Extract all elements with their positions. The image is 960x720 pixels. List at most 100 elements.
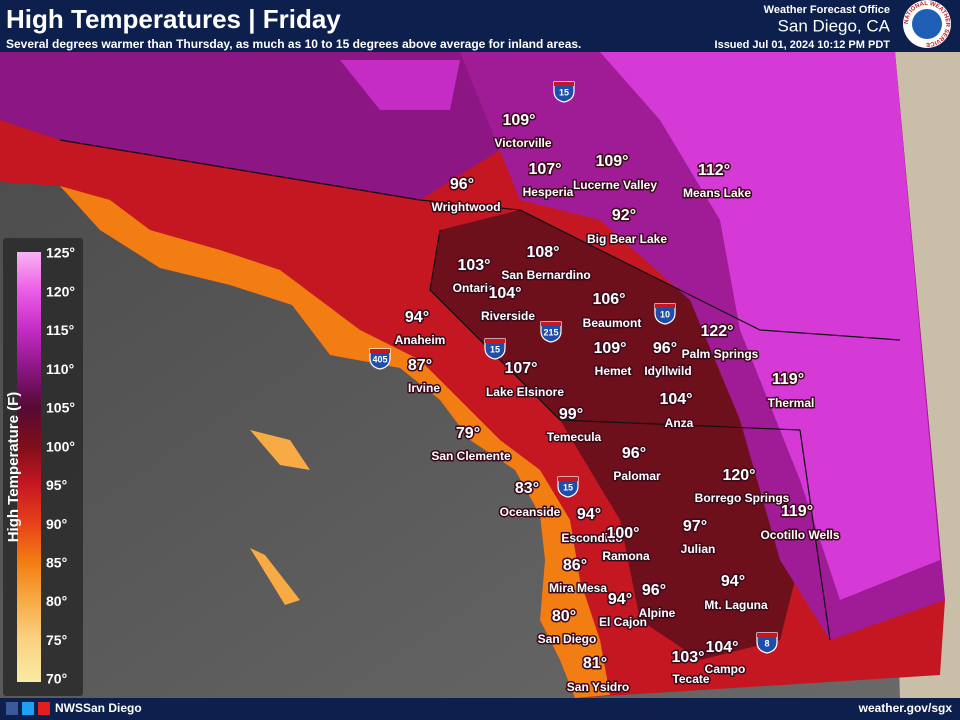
shield (369, 348, 391, 370)
city-name: San Bernardino (501, 268, 590, 282)
footer-bar (0, 698, 960, 720)
legend-labels: 125° 120° 115° 110° 105° 100° 95° 90° 85° 80° 75° 7… (46, 245, 75, 687)
city-temp: 94° (608, 591, 632, 608)
city-name: Hesperia (523, 185, 574, 199)
city-temp: 97° (683, 518, 707, 535)
city-name: Riverside (481, 309, 535, 323)
legend-title: High Temperature (F) (5, 392, 22, 543)
highway-shields: 15 10 215 15 405 15 8 (369, 81, 778, 654)
city-temp: 83° (515, 480, 539, 497)
city-name: Lake Elsinore (486, 385, 564, 399)
city-name: Idyllwild (644, 364, 691, 378)
legend-label: 95° (46, 477, 67, 493)
legend-label: 115° (46, 322, 74, 338)
city-name: Irvine (408, 381, 440, 395)
city-name: Oceanside (500, 505, 561, 519)
city-name: Mt. Laguna (704, 598, 768, 612)
city-name: Borrego Springs (695, 491, 790, 505)
city-name: Wrightwood (431, 200, 500, 214)
header: High Temperatures | Friday Several degre… (0, 0, 960, 52)
city-name: Anaheim (395, 333, 446, 347)
facebook-icon[interactable] (6, 702, 18, 715)
shield-top (757, 633, 777, 637)
shield (484, 338, 506, 360)
city-name: Lucerne Valley (573, 178, 657, 192)
county-border (799, 429, 831, 641)
shield (756, 632, 778, 654)
city-name: San Ysidro (567, 680, 629, 694)
city-temp: 109° (595, 153, 628, 170)
city-name: El Cajon (599, 615, 647, 629)
county-border (429, 229, 801, 431)
city-temp: 104° (659, 391, 692, 408)
city-temp: 120° (722, 467, 755, 484)
city-name: Thermal (768, 396, 815, 410)
city-name: Hemet (595, 364, 632, 378)
legend-label: 110° (46, 361, 74, 377)
city-temp: 108° (526, 244, 559, 261)
city-temp: 112° (698, 162, 730, 179)
city-temp: 119° (772, 371, 804, 388)
city-temp: 104° (488, 285, 521, 302)
title: High Temperatures | Friday (6, 4, 341, 34)
legend-label: 80° (46, 593, 67, 609)
city-temp: 96° (642, 582, 666, 599)
highway-number: 8 (764, 638, 769, 648)
shield-top (558, 477, 578, 481)
city-temp: 109° (593, 340, 626, 357)
land-coastal (60, 186, 610, 698)
legend-label: 125° (46, 245, 75, 261)
city-name: Campo (705, 662, 746, 676)
office: Weather Forecast Office (764, 4, 890, 16)
legend-label: 85° (46, 555, 67, 571)
land-desert (340, 60, 460, 110)
city-name: Big Bear Lake (587, 232, 667, 246)
city-temp: 103° (457, 257, 490, 274)
footer: NWSSan Diego weather.gov/sgx (0, 698, 960, 720)
city-temp: 96° (622, 445, 646, 462)
shield-top (485, 339, 505, 343)
youtube-icon[interactable] (38, 702, 50, 715)
city-temp: 100° (606, 525, 639, 542)
city-labels: 109° Victorville 107° Hesperia 109° Lucerne V… (393, 111, 841, 696)
city-temp: 92° (612, 207, 636, 224)
shield-top (541, 322, 561, 326)
city-name: Escondido (561, 531, 622, 545)
city-temp: 107° (504, 360, 537, 377)
highway-number: 10 (660, 309, 670, 319)
city-temp: 99° (559, 406, 583, 423)
shield (654, 303, 676, 325)
island (250, 430, 310, 470)
city-name: Palomar (613, 469, 661, 483)
twitter-icon[interactable] (22, 702, 34, 715)
shield-top (655, 304, 675, 308)
island (250, 548, 300, 605)
city-name: San Clemente (431, 449, 511, 463)
highway-number: 15 (490, 344, 500, 354)
shield (540, 321, 562, 343)
city-name: Alpine (639, 606, 676, 620)
city-temp: 87° (408, 357, 432, 374)
shield-top (554, 82, 574, 86)
city-name: Beaumont (583, 316, 642, 330)
city-temp: 106° (592, 291, 625, 308)
legend-label: 70° (46, 671, 67, 687)
map (0, 52, 960, 698)
highway-number: 15 (563, 482, 573, 492)
county-border (59, 139, 901, 341)
city-name: Mira Mesa (549, 581, 607, 595)
legend-label: 75° (46, 632, 67, 648)
city-name: Tecate (672, 672, 709, 686)
land-desert (600, 52, 940, 600)
highway-number: 15 (559, 87, 569, 97)
color-bar (17, 252, 41, 682)
shield (557, 476, 579, 498)
city-temp: 80° (552, 608, 576, 625)
city-name: San Diego (538, 632, 597, 646)
city-temp: 122° (700, 323, 733, 340)
city-name: Victorville (494, 136, 551, 150)
logo-center (912, 9, 942, 39)
city-name: Ontario (453, 281, 496, 295)
legend-label: 120° (46, 283, 75, 299)
city-temp: 107° (528, 161, 561, 178)
